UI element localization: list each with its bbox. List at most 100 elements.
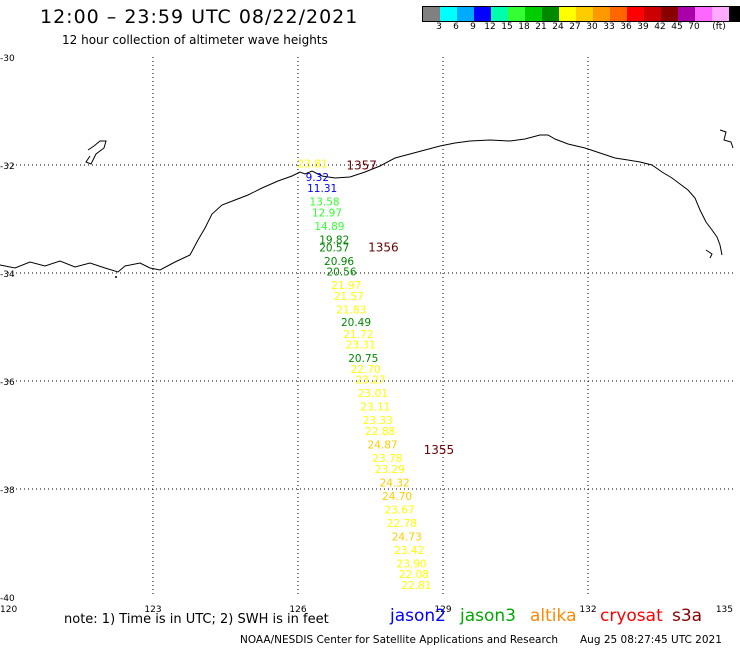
time-label: 1357 (346, 158, 377, 172)
swh-value-label: 20.96 (324, 256, 354, 268)
swh-value-label: 11.31 (307, 183, 337, 195)
lat-lon-grid (8, 57, 733, 597)
color-swatch (474, 7, 491, 21)
page-subtitle: 12 hour collection of altimeter wave hei… (62, 33, 328, 47)
color-scale-label: 21 (535, 22, 547, 32)
swh-value-label: 22.88 (365, 426, 395, 438)
swh-value-label: 23.01 (358, 388, 388, 400)
color-swatch (525, 7, 542, 21)
swh-value-label: 20.56 (326, 267, 356, 279)
swh-value-label: 19.82 (319, 234, 349, 246)
swh-value-label: 9.32 (306, 172, 329, 184)
island-outline (85, 140, 107, 165)
lon-tick-label: 135 (716, 605, 733, 615)
lon-tick-label: 126 (289, 605, 306, 615)
color-scale-label: 36 (620, 22, 632, 32)
lat-tick-label: -38 (0, 486, 15, 496)
color-swatch (729, 7, 740, 21)
satellite-legend-altika: altika (530, 606, 577, 626)
island-outline (719, 129, 734, 149)
color-scale-label: 9 (470, 22, 476, 32)
lon-tick-label: 120 (0, 605, 17, 615)
color-scale-label: 18 (518, 22, 530, 32)
color-scale-label: 6 (453, 22, 459, 32)
swh-value-label: 22.81 (401, 580, 431, 592)
lat-tick-label: -34 (0, 270, 15, 280)
color-swatch (491, 7, 508, 21)
color-swatch (508, 7, 525, 21)
generation-timestamp: Aug 25 08:27:45 UTC 2021 (580, 634, 722, 646)
satellite-legend-jason2: jason2 (390, 606, 446, 626)
color-scale-label: 30 (586, 22, 598, 32)
swh-value-label: 21.72 (343, 329, 373, 341)
color-swatch (610, 7, 627, 21)
color-scale-label: (ft) (712, 22, 726, 32)
swh-value-label: 22.78 (387, 518, 417, 530)
color-scale-label: 27 (569, 22, 581, 32)
swh-value-label: 23.11 (360, 402, 390, 414)
swh-value-label: 12.97 (312, 207, 342, 219)
swh-value-label: 23.33 (363, 415, 393, 427)
swh-value-label: 20.57 (319, 242, 349, 254)
satellite-legend-cryosat: cryosat (600, 606, 663, 626)
color-swatch (695, 7, 712, 21)
lon-tick-label: 123 (144, 605, 161, 615)
island-outline (705, 249, 713, 259)
swh-value-label: 23.81 (297, 159, 327, 171)
axis-tick-labels: 120 123 126 129 132 135 -30 -32 -34 -36 -38 -40 (0, 54, 733, 615)
lat-tick-label: -40 (0, 594, 15, 604)
swh-value-label: 23.31 (346, 340, 376, 352)
color-scale-label: 39 (637, 22, 649, 32)
color-swatch (593, 7, 610, 21)
lat-tick-label: -32 (0, 162, 15, 172)
color-swatch (542, 7, 559, 21)
lat-tick-label: -30 (0, 54, 15, 64)
color-scale-bar (422, 6, 740, 22)
swh-value-label: 23.27 (355, 375, 385, 387)
swh-value-label: 14.89 (314, 221, 344, 233)
swh-value-label: 23.42 (394, 545, 424, 557)
color-swatch (457, 7, 474, 21)
swh-value-label: 24.32 (380, 477, 410, 489)
lon-tick-label: 129 (434, 605, 451, 615)
satellite-legend-s3a: s3a (672, 606, 703, 626)
swh-value-label: 24.70 (382, 491, 412, 503)
lon-tick-label: 132 (579, 605, 596, 615)
coastline (0, 129, 734, 278)
color-swatch (678, 7, 695, 21)
swh-value-label: 21.97 (331, 280, 361, 292)
color-swatch (559, 7, 576, 21)
color-scale-label: 24 (552, 22, 564, 32)
swh-value-label: 20.75 (348, 353, 378, 365)
color-scale-label: 42 (654, 22, 666, 32)
swh-value-label: 23.78 (372, 453, 402, 465)
units-note: note: 1) Time is in UTC; 2) SWH is in fe… (64, 612, 329, 627)
color-swatch (423, 7, 440, 21)
color-scale-label: 3 (436, 22, 442, 32)
swh-value-label: 23.67 (384, 504, 414, 516)
color-swatch (440, 7, 457, 21)
swh-value-label: 20.49 (341, 317, 371, 329)
color-swatch (644, 7, 661, 21)
color-swatch (576, 7, 593, 21)
island-dot (115, 276, 117, 278)
color-swatch (712, 7, 729, 21)
time-label: 1355 (424, 443, 455, 457)
color-scale-label: 33 (603, 22, 615, 32)
time-label: 1356 (368, 240, 399, 254)
color-scale-label: 70 (688, 22, 700, 32)
swh-value-label: 24.87 (368, 440, 398, 452)
swh-value-label: 24.73 (392, 531, 422, 543)
color-swatch (661, 7, 678, 21)
swh-value-label: 21.83 (336, 305, 366, 317)
color-scale-label: 45 (671, 22, 683, 32)
swh-value-label: 21.57 (334, 291, 364, 303)
south-coast-line (0, 134, 723, 273)
color-scale-label: 15 (501, 22, 513, 32)
color-scale-label: 12 (484, 22, 496, 32)
page-title: 12:00 – 23:59 UTC 08/22/2021 (40, 6, 359, 28)
swh-value-label: 22.70 (351, 364, 381, 376)
swh-value-label: 13.58 (310, 197, 340, 209)
